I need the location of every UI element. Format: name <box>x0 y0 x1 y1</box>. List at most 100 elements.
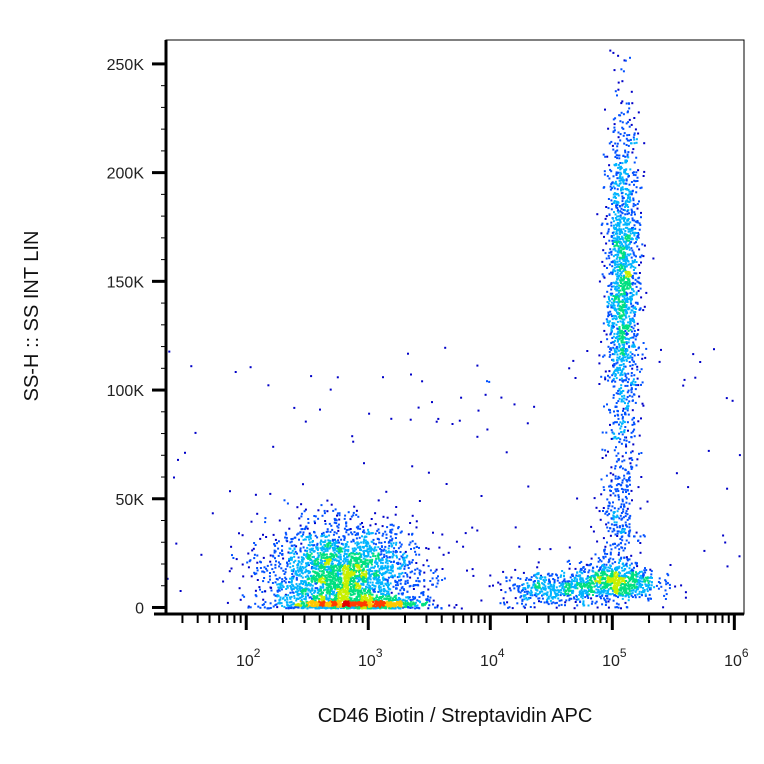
event-dot <box>541 576 544 579</box>
event-dot <box>617 567 620 570</box>
event-dot <box>278 587 281 590</box>
event-dot <box>295 570 297 573</box>
event-dot <box>624 521 627 524</box>
event-dot <box>624 149 627 152</box>
event-dot <box>337 605 340 608</box>
event-dot <box>404 583 407 585</box>
event-dot <box>432 599 435 602</box>
event-dot <box>650 573 653 576</box>
event-dot <box>375 572 378 575</box>
event-dot <box>321 532 323 535</box>
event-dot <box>617 578 620 581</box>
event-dot <box>339 566 342 569</box>
event-dot <box>257 605 260 608</box>
event-dot <box>304 566 307 569</box>
event-dot <box>290 538 293 540</box>
event-dot <box>568 585 571 588</box>
event-dot <box>384 549 387 552</box>
event-dot <box>363 555 366 558</box>
event-dot <box>270 563 273 566</box>
event-dot <box>324 588 327 591</box>
event-dot <box>401 586 404 589</box>
event-dot <box>566 560 569 563</box>
event-dot <box>613 594 616 597</box>
event-dot <box>337 556 340 559</box>
event-dot <box>339 561 342 564</box>
event-dot <box>289 591 292 594</box>
event-dot <box>381 596 384 599</box>
event-dot <box>340 542 343 545</box>
event-dot <box>360 572 363 575</box>
event-dot <box>363 594 366 597</box>
event-dot <box>605 601 608 604</box>
event-dot <box>344 585 347 588</box>
event-dot <box>314 599 317 602</box>
event-dot <box>643 569 646 572</box>
event-dot <box>349 528 352 530</box>
event-dot <box>508 579 511 582</box>
event-dot <box>308 541 311 544</box>
event-dot <box>269 602 272 605</box>
event-dot <box>382 601 385 604</box>
event-dot <box>283 573 286 575</box>
event-dot <box>341 563 344 566</box>
event-dot <box>625 556 628 559</box>
event-dot <box>302 567 305 570</box>
event-dot <box>339 583 342 586</box>
event-dot <box>618 551 620 554</box>
event-dot <box>594 585 597 588</box>
event-dot <box>333 546 336 549</box>
event-dot <box>599 572 602 575</box>
event-dot <box>306 607 309 610</box>
event-dot <box>507 606 510 609</box>
event-dot <box>576 571 579 574</box>
event-dot <box>617 475 620 478</box>
event-dot <box>593 585 596 588</box>
event-dot <box>335 553 338 556</box>
event-dot <box>331 568 334 571</box>
event-dot <box>525 590 528 593</box>
event-dot <box>352 604 355 607</box>
event-dot <box>543 588 545 591</box>
event-dot <box>374 555 377 558</box>
event-dot <box>388 544 391 547</box>
event-dot <box>527 597 530 600</box>
event-dot <box>356 566 359 569</box>
event-dot <box>373 578 376 581</box>
event-dot <box>350 552 353 555</box>
event-dot <box>586 576 589 579</box>
event-dot <box>400 605 403 608</box>
event-dot <box>545 579 548 582</box>
event-dot <box>609 586 612 589</box>
event-dot <box>640 216 642 219</box>
event-dot <box>325 596 328 599</box>
event-dot <box>398 558 401 561</box>
event-dot <box>328 601 331 604</box>
event-dot <box>587 597 590 599</box>
event-dot <box>284 536 287 539</box>
event-dot <box>554 592 557 595</box>
event-dot <box>360 541 363 544</box>
event-dot <box>370 566 373 569</box>
event-dot <box>584 581 587 584</box>
event-dot <box>626 507 629 510</box>
event-dot <box>329 540 332 542</box>
event-dot <box>354 564 357 567</box>
event-dot <box>590 557 593 560</box>
event-dot <box>604 581 607 584</box>
event-dot <box>357 562 360 565</box>
event-dot <box>605 454 607 457</box>
event-dot <box>563 594 566 597</box>
event-dot <box>363 563 366 566</box>
event-dot <box>326 587 329 590</box>
event-dot <box>382 532 385 535</box>
event-dot <box>614 582 617 585</box>
event-dot <box>316 578 319 581</box>
event-dot <box>368 571 371 574</box>
event-dot <box>274 581 277 584</box>
event-dot <box>366 579 369 582</box>
event-dot <box>601 576 604 579</box>
event-dot <box>306 562 309 565</box>
event-dot <box>326 545 329 548</box>
event-dot <box>574 583 577 586</box>
